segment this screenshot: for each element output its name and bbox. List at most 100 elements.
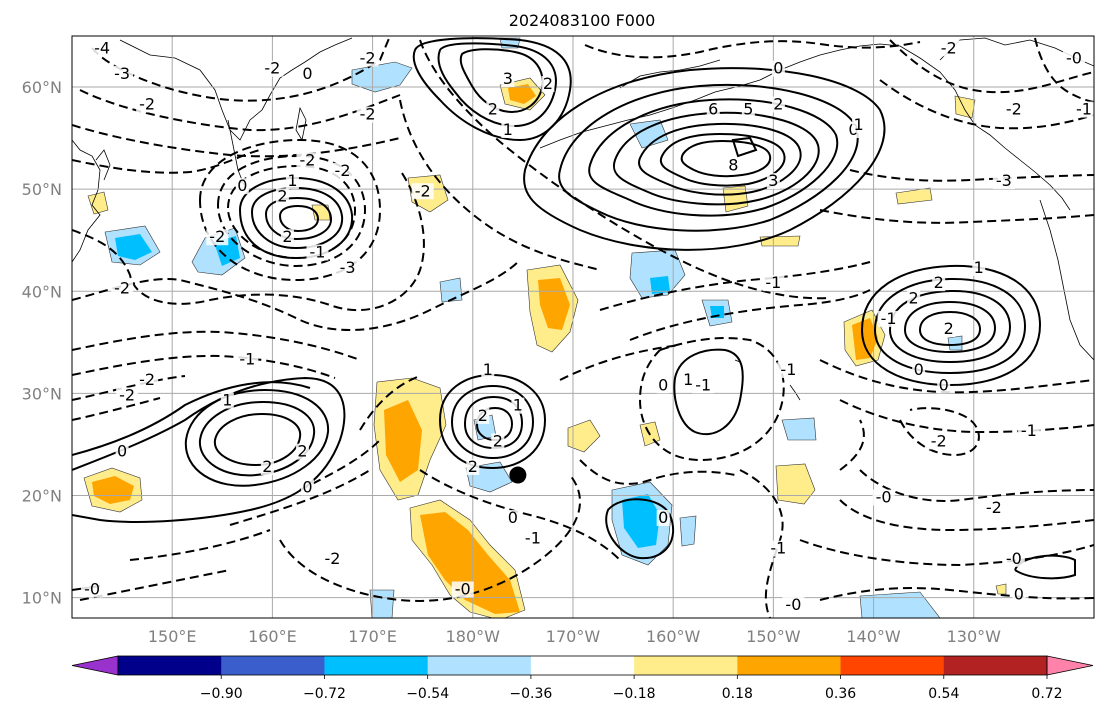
contour-label: -1 — [770, 539, 786, 558]
contour-label-background — [1017, 423, 1040, 440]
shade-patch — [439, 277, 463, 303]
contour-label-background — [261, 60, 284, 77]
contour-label-background — [982, 499, 1005, 516]
contour-negative — [584, 40, 921, 59]
contour-label-background — [296, 152, 319, 169]
contour-label: -0 — [1066, 49, 1082, 68]
shade-patch — [775, 463, 816, 505]
coastline — [95, 149, 111, 181]
shade-patch — [351, 61, 413, 93]
latitude-tick-label: 60°N — [22, 78, 62, 97]
contour-label-background — [336, 259, 359, 276]
contour-label: -1 — [525, 528, 541, 547]
contour-label: 1 — [513, 396, 523, 415]
shade-patch — [781, 417, 817, 441]
contour-label-background — [767, 540, 790, 557]
contour-label-background — [766, 173, 780, 190]
contour-label: -1 — [765, 273, 781, 292]
contour-label-background — [852, 116, 866, 133]
colorbar-tick-label: 0.72 — [1031, 686, 1062, 702]
contour-label-background — [506, 510, 520, 526]
contour-label-background — [656, 377, 670, 394]
shade-patch — [759, 235, 801, 247]
contour-negative — [419, 39, 831, 300]
contour-label: 2 — [297, 442, 307, 461]
longitude-tick-label: 130°W — [947, 627, 1002, 646]
contour-label: -2 — [299, 151, 315, 170]
shade-patch — [420, 512, 520, 614]
colorbar-frame — [117, 655, 1048, 676]
colorbar-tick-label: −0.72 — [303, 686, 346, 702]
contour-positive — [918, 310, 982, 347]
contour-label-background — [111, 280, 134, 297]
contour-label-background — [771, 60, 785, 77]
contour-label: 2 — [773, 94, 783, 113]
contour-negative — [859, 469, 1094, 502]
longitude-tick-label: 170°W — [546, 627, 601, 646]
contour-label-background — [111, 65, 134, 82]
contour-label: -2 — [941, 38, 957, 57]
contour-label: 2 — [934, 273, 944, 292]
contour-positive — [412, 37, 572, 142]
contour-label: 2 — [277, 186, 287, 205]
contour-negative — [216, 154, 367, 268]
contour-label-background — [476, 407, 490, 424]
contour-label-background — [331, 162, 354, 179]
contour-label: -2 — [415, 181, 431, 200]
contour-label-background — [541, 76, 555, 93]
contour-negative — [198, 138, 382, 282]
colorbar-segment — [427, 656, 532, 675]
longitude-tick-label: 180°W — [446, 627, 501, 646]
contour-label-background — [300, 479, 314, 496]
contour-label-background — [300, 65, 314, 82]
contour-label-background — [692, 377, 715, 394]
contour-label-background — [762, 275, 785, 292]
contour-label-background — [681, 372, 695, 389]
contour-positive — [731, 136, 758, 158]
contour-label: -2 — [360, 105, 376, 124]
colorbar-segment — [118, 656, 222, 675]
contour-label: 6 — [708, 100, 718, 119]
contour-negative — [72, 149, 261, 174]
shade-patch — [852, 318, 878, 360]
colorbar-segment — [324, 656, 429, 675]
contour-label-background — [321, 550, 344, 567]
contour-label: 1 — [974, 258, 984, 277]
contour-label-background — [236, 351, 259, 368]
contour-label-background — [356, 106, 379, 123]
contour-label-background — [411, 183, 434, 200]
latitude-tick-label: 10°N — [22, 589, 62, 608]
contour-positive — [588, 98, 839, 217]
contour-negative — [839, 419, 865, 471]
contour-positive — [459, 48, 544, 114]
contour-label-background — [777, 361, 800, 378]
shade-patch — [995, 583, 1007, 595]
contour-label-background — [206, 229, 229, 246]
contour-label: -0 — [876, 488, 892, 507]
contour-negative — [739, 469, 784, 618]
contour-label-background — [486, 101, 500, 118]
contour-label-background — [501, 122, 515, 138]
longitude-tick-label: 150°W — [746, 627, 801, 646]
coastline — [789, 384, 801, 401]
colorbar-tick-label: 0.54 — [928, 686, 959, 702]
contour-label: -0 — [84, 579, 100, 598]
contour-positive — [463, 395, 524, 450]
contour-negative — [229, 469, 371, 526]
contour-label: 2 — [488, 100, 498, 119]
contour-negative — [839, 399, 1094, 434]
contour-label: -2 — [986, 498, 1002, 517]
colorbar: −0.90 −0.72 −0.54 −0.36 −0.18 0.18 0.36 0.54 0.7… — [71, 655, 1094, 702]
longitude-tick-labels: 150°E 160°E 170°E 180°W 170°W 160°W 150°W 140°W… — [148, 627, 1001, 646]
colorbar-segment — [530, 656, 635, 675]
figure-title: 2024083100 F000 — [509, 11, 656, 30]
contour-negative — [419, 469, 621, 561]
contour-label-background — [491, 433, 505, 450]
contour-positive — [558, 83, 859, 232]
contour-label-background — [501, 70, 515, 87]
contour-label: 2 — [282, 227, 292, 246]
coastline — [227, 119, 245, 186]
contour-label-background — [285, 173, 299, 190]
shade-patch — [947, 335, 963, 351]
shade-patch — [92, 476, 134, 504]
